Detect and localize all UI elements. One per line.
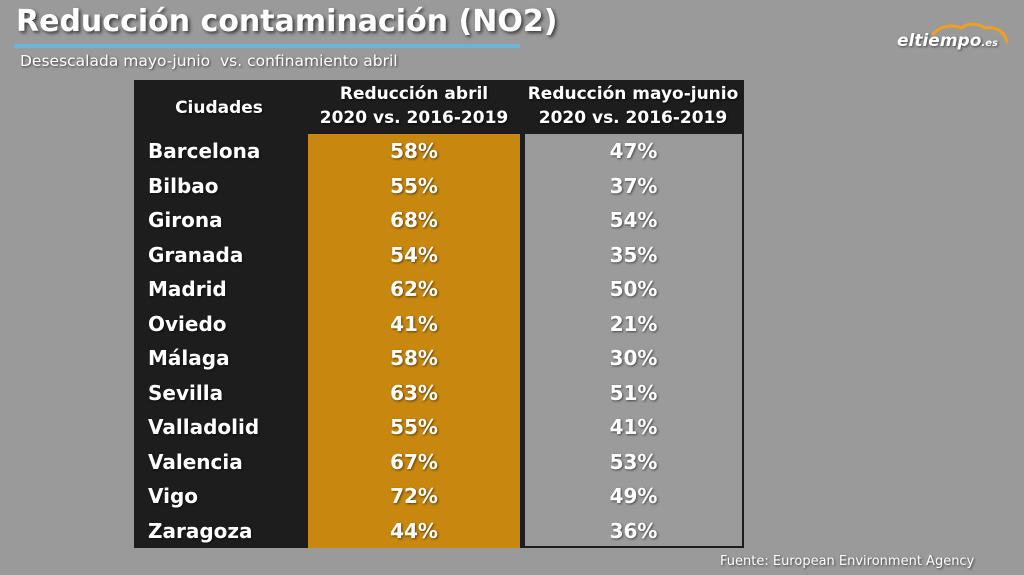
mayjune-reduction-cell: 54% [609, 208, 658, 232]
city-cell: Oviedo [148, 311, 227, 336]
city-cell: Barcelona [148, 139, 261, 163]
title-underline [14, 44, 520, 48]
april-reduction-cell: 55% [390, 173, 438, 198]
table-row: Sevilla 63% 51% [134, 376, 744, 411]
april-reduction-cell: 72% [390, 484, 438, 508]
mayjune-reduction-cell: 53% [609, 449, 658, 474]
data-table: Ciudades Reducción abril 2020 vs. 2016-2… [134, 80, 744, 548]
table-row: Valencia 67% 53% [134, 445, 744, 480]
mayjune-reduction-cell: 21% [609, 311, 658, 336]
mayjune-reduction-cell: 30% [609, 346, 658, 370]
column-header-mayjune: Reducción mayo-junio 2020 vs. 2016-2019 [522, 80, 744, 130]
logo-suffix: .es [981, 38, 998, 49]
april-reduction-cell: 54% [390, 242, 438, 267]
table-row: Barcelona 58% 47% [134, 134, 744, 169]
city-cell: Sevilla [148, 380, 224, 405]
city-cell: Girona [148, 208, 223, 232]
city-cell: Zaragoza [148, 518, 253, 543]
city-cell: Málaga [148, 346, 230, 370]
column-header-cities: Ciudades [175, 98, 263, 118]
april-reduction-cell: 68% [390, 208, 438, 232]
april-reduction-cell: 62% [390, 277, 438, 301]
city-cell: Vigo [148, 484, 199, 508]
mayjune-reduction-cell: 35% [609, 242, 658, 267]
mayjune-reduction-cell: 37% [609, 173, 658, 198]
table-row: Vigo 72% 49% [134, 479, 744, 514]
chart-subtitle: Desescalada mayo-junio vs. confinamiento… [20, 52, 398, 70]
april-reduction-cell: 63% [390, 380, 438, 405]
table-row: Málaga 58% 30% [134, 341, 744, 376]
april-reduction-cell: 58% [390, 139, 438, 163]
april-reduction-cell: 41% [390, 311, 438, 336]
city-cell: Madrid [148, 277, 227, 301]
chart-title: Reducción contaminación (NO2) [16, 4, 558, 39]
cloud-icon [931, 22, 1009, 44]
city-cell: Bilbao [148, 173, 219, 198]
column-header-mayjune-line2: 2020 vs. 2016-2019 [538, 108, 728, 128]
april-reduction-cell: 44% [390, 518, 438, 543]
mayjune-reduction-cell: 47% [609, 139, 658, 163]
mayjune-reduction-cell: 50% [609, 277, 658, 301]
city-cell: Granada [148, 242, 244, 267]
mayjune-reduction-cell: 41% [609, 415, 658, 439]
april-reduction-cell: 55% [390, 415, 438, 439]
mayjune-reduction-cell: 51% [609, 380, 658, 405]
april-reduction-cell: 67% [390, 449, 438, 474]
table-row: Bilbao 55% 37% [134, 169, 744, 204]
city-cell: Valladolid [148, 415, 260, 439]
mayjune-reduction-cell: 49% [609, 484, 658, 508]
logo-main: eltiempo [897, 31, 982, 51]
column-header-april-line1: Reducción abril [339, 84, 489, 104]
april-reduction-cell: 58% [390, 346, 438, 370]
logo-text: eltiempo.es [897, 31, 998, 51]
source-note: Fuente: European Environment Agency [720, 554, 975, 569]
april-column-background [308, 134, 520, 548]
column-header-april: Reducción abril 2020 vs. 2016-2019 [306, 80, 522, 130]
city-cell: Valencia [148, 449, 243, 474]
mayjune-column-background [525, 134, 742, 546]
table-row: Oviedo 41% 21% [134, 307, 744, 342]
table-row: Madrid 62% 50% [134, 272, 744, 307]
table-row: Zaragoza 44% 36% [134, 514, 744, 549]
table-row: Girona 68% 54% [134, 203, 744, 238]
column-header-april-line2: 2020 vs. 2016-2019 [319, 108, 509, 128]
table-row: Valladolid 55% 41% [134, 410, 744, 445]
mayjune-reduction-cell: 36% [609, 518, 658, 543]
eltiempo-logo: eltiempo.es [893, 20, 1011, 60]
column-header-mayjune-line1: Reducción mayo-junio [527, 84, 739, 104]
table-row: Granada 54% 35% [134, 238, 744, 273]
